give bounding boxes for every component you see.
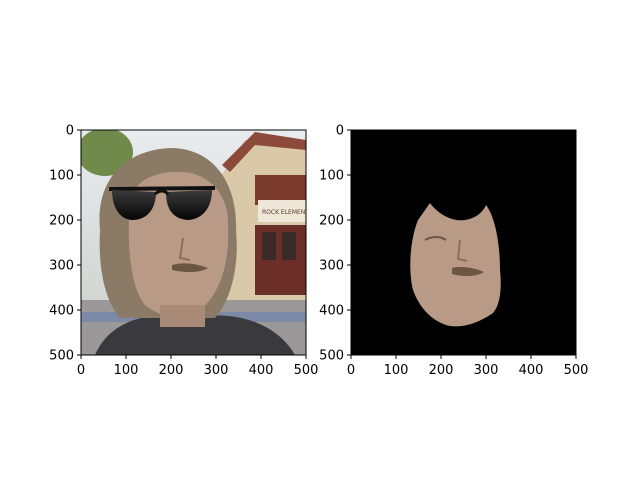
x-tick-label: 300 bbox=[204, 363, 229, 378]
x-tick-label: 200 bbox=[429, 363, 454, 378]
x-tick-label: 200 bbox=[159, 363, 184, 378]
x-tick-label: 0 bbox=[347, 363, 355, 378]
x-tick-label: 300 bbox=[474, 363, 499, 378]
y-tick-label: 0 bbox=[336, 124, 344, 139]
y-tick-label: 400 bbox=[49, 304, 74, 319]
x-tick-label: 100 bbox=[114, 363, 139, 378]
y-tick-label: 200 bbox=[319, 214, 344, 229]
face-mask bbox=[410, 203, 501, 327]
left-photo: ROCK ELEMENTARY bbox=[81, 130, 320, 355]
y-tick-label: 500 bbox=[319, 349, 344, 364]
left-panel: ROCK ELEMENTARY bbox=[49, 124, 320, 379]
x-tick-label: 400 bbox=[519, 363, 544, 378]
y-tick-label: 300 bbox=[49, 259, 74, 274]
x-tick-label: 100 bbox=[384, 363, 409, 378]
y-tick-label: 0 bbox=[66, 124, 74, 139]
y-tick-label: 300 bbox=[319, 259, 344, 274]
right-axes-frame bbox=[350, 129, 577, 356]
building-sign: ROCK ELEMENTARY bbox=[262, 209, 320, 216]
x-tick-label: 0 bbox=[77, 363, 85, 378]
x-tick-label: 400 bbox=[249, 363, 274, 378]
left-axes-frame bbox=[80, 129, 307, 356]
sunglasses bbox=[108, 186, 216, 220]
y-tick-label: 100 bbox=[49, 169, 74, 184]
x-tick-label: 500 bbox=[564, 363, 589, 378]
y-tick-label: 100 bbox=[319, 169, 344, 184]
y-tick-label: 500 bbox=[49, 349, 74, 364]
y-tick-label: 400 bbox=[319, 304, 344, 319]
x-tick-label: 500 bbox=[294, 363, 319, 378]
y-tick-label: 200 bbox=[49, 214, 74, 229]
right-photo bbox=[351, 130, 576, 355]
